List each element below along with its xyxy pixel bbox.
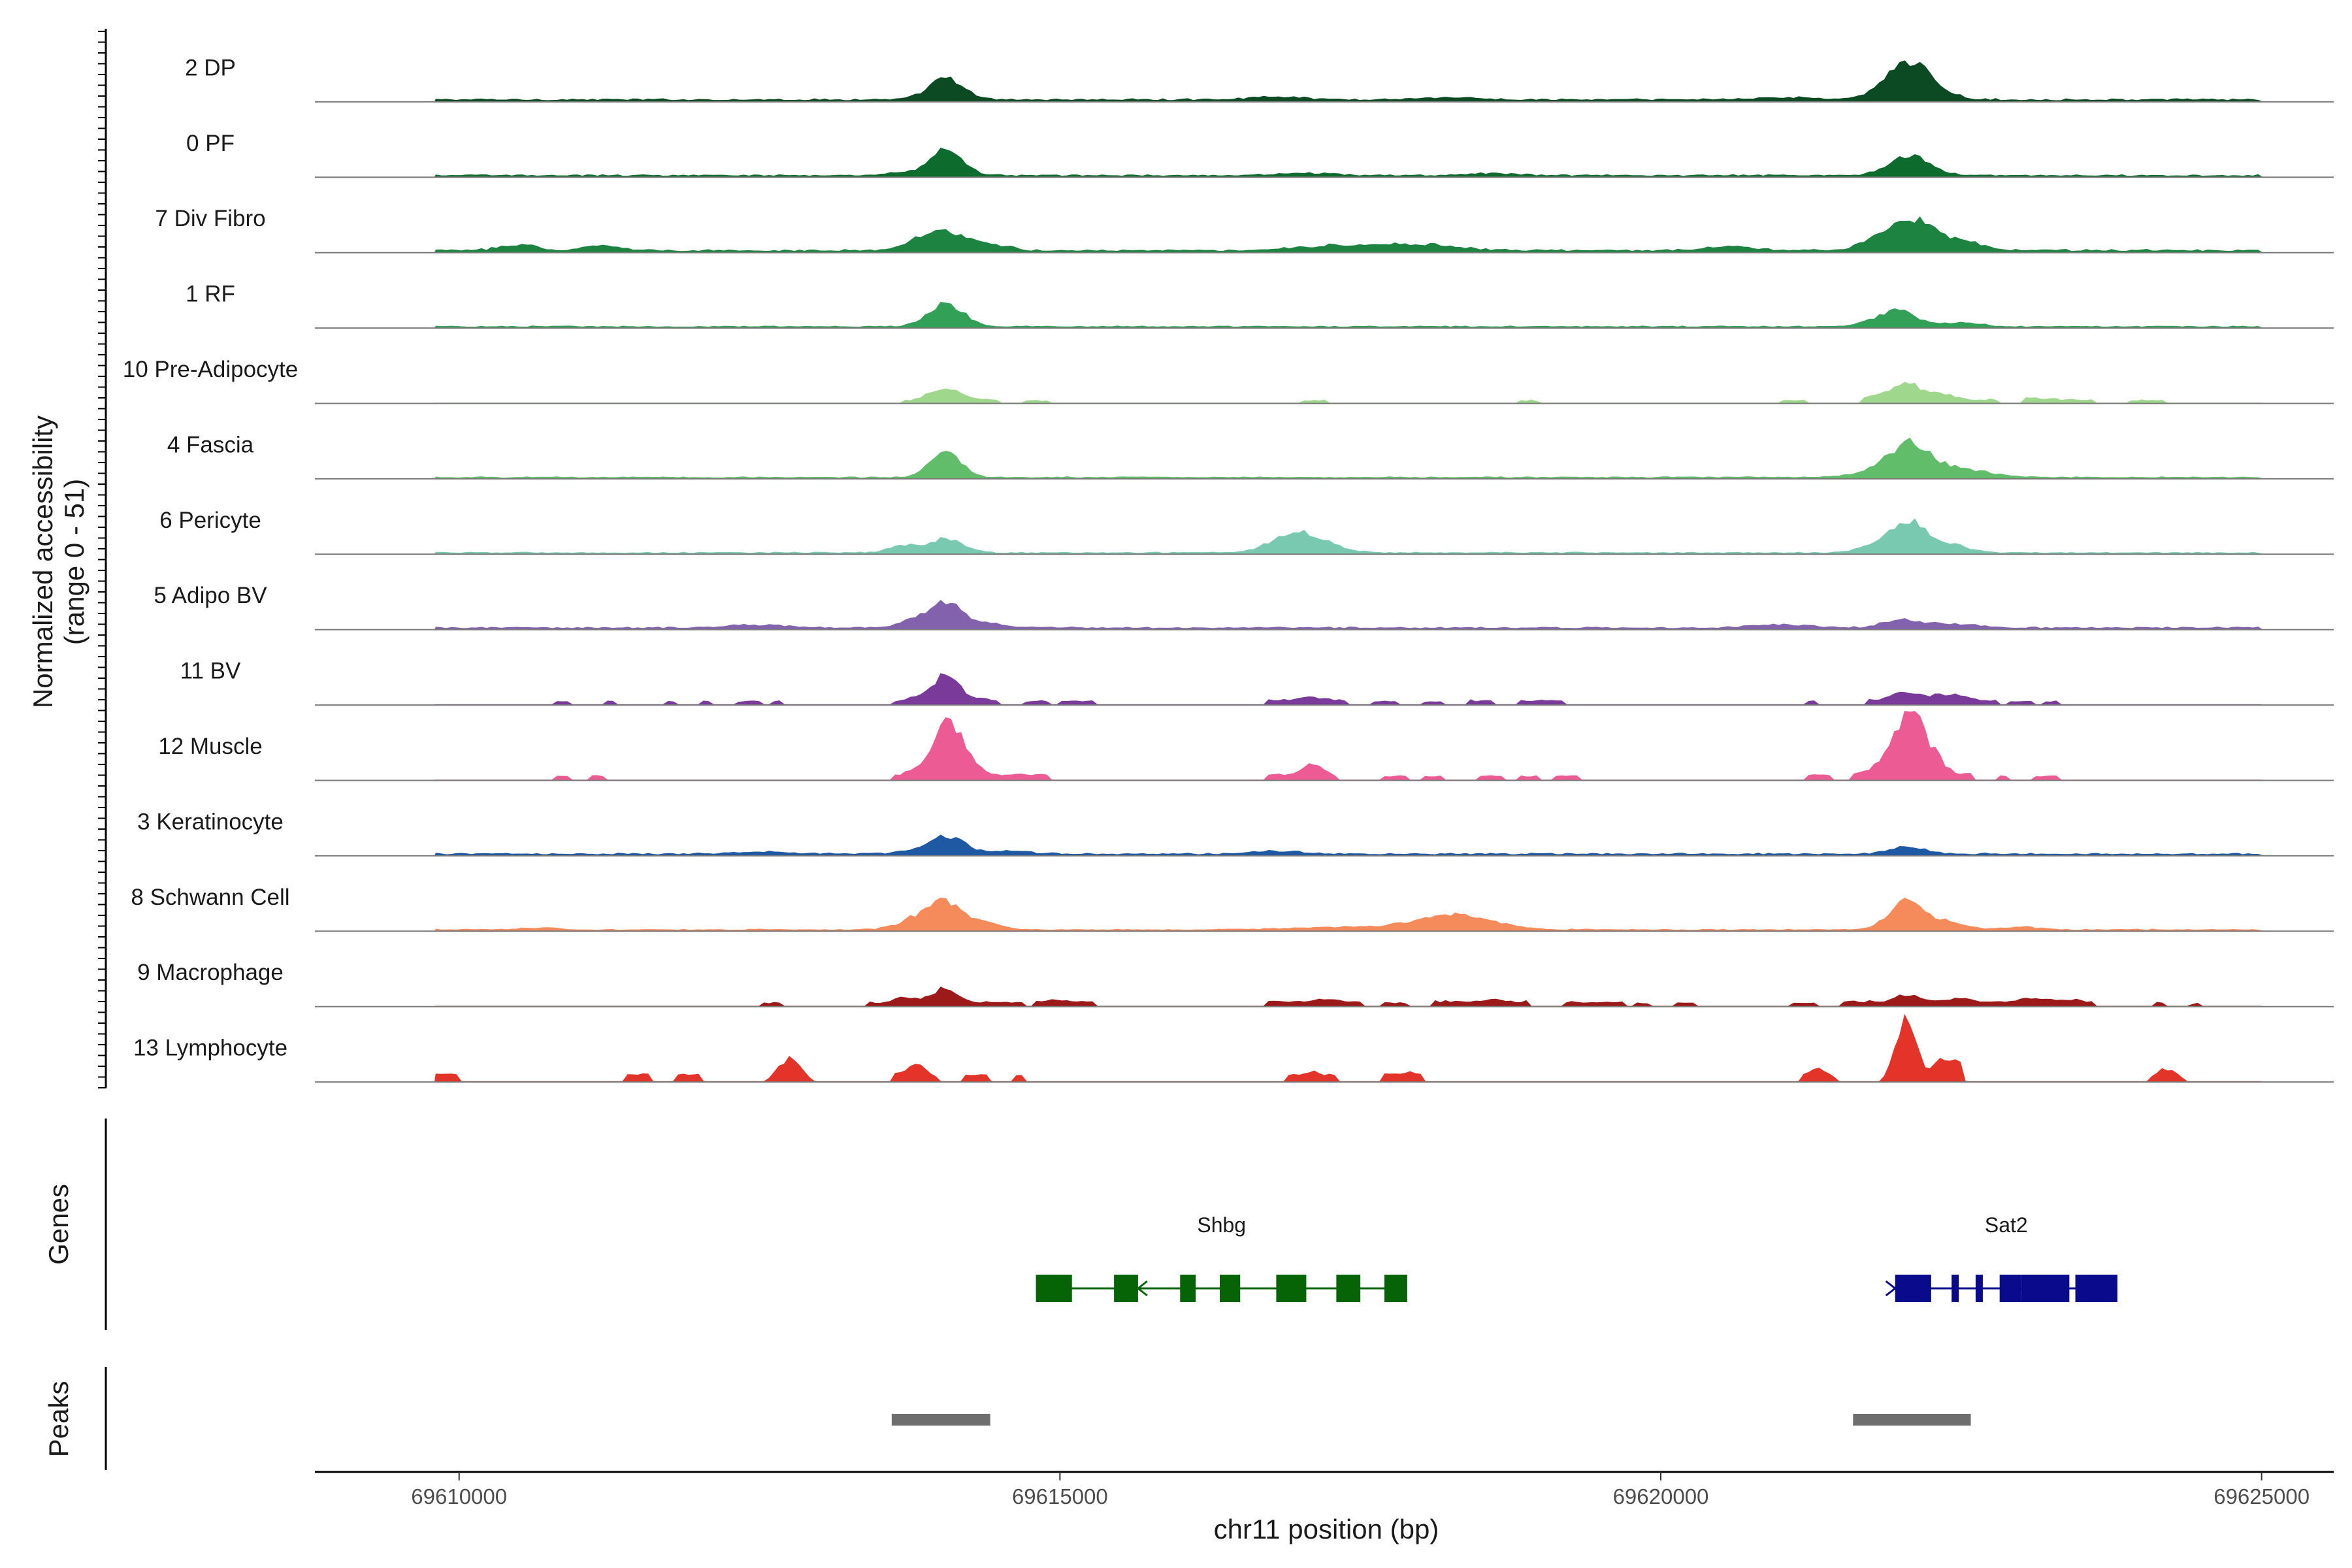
- gene-exon: [1036, 1275, 1072, 1302]
- gene-exon: [1336, 1275, 1361, 1302]
- y-axis-label: Normalized accessibility: [27, 416, 58, 708]
- gene-exon: [1392, 1275, 1407, 1302]
- gene-name-label: Shbg: [1197, 1213, 1246, 1237]
- track-area: [434, 216, 2264, 253]
- peak-region-bar: [891, 1414, 990, 1426]
- gene-exon: [1975, 1275, 1983, 1302]
- x-tick-label: 69615000: [1012, 1484, 1108, 1509]
- track-area: [434, 600, 2264, 630]
- track-label: 2 DP: [185, 55, 236, 80]
- track-label: 11 BV: [180, 659, 241, 684]
- track-0-pf: 0 PF: [186, 131, 2334, 178]
- track-label: 13 Lymphocyte: [133, 1036, 287, 1061]
- gene-strand-arrow: [1136, 1280, 1148, 1297]
- track-area: [434, 148, 2264, 178]
- x-tick-label: 69620000: [1613, 1484, 1709, 1509]
- track-10-pre-adipocyte: 10 Pre-Adipocyte: [123, 357, 2334, 404]
- gene-exon: [1180, 1275, 1196, 1302]
- gene-exon: [1999, 1275, 2021, 1302]
- gene-exon: [1895, 1275, 1931, 1302]
- x-tick-label: 69610000: [411, 1484, 507, 1509]
- track-3-keratinocyte: 3 Keratinocyte: [137, 809, 2334, 857]
- gene-exon: [2075, 1275, 2117, 1302]
- track-label: 7 Div Fibro: [155, 206, 265, 231]
- track-label: 1 RF: [186, 282, 235, 307]
- genes-panel-title: Genes: [43, 1184, 74, 1265]
- track-area: [434, 301, 2262, 329]
- track-area: [434, 987, 2262, 1007]
- track-label: 9 Macrophage: [137, 960, 284, 985]
- track-area: [434, 382, 2262, 404]
- track-area: [434, 518, 2262, 555]
- peaks-panel-title: Peaks: [43, 1381, 74, 1458]
- track-label: 0 PF: [186, 131, 235, 156]
- track-area: [434, 1013, 2262, 1083]
- gene-exon: [1219, 1275, 1241, 1302]
- track-9-macrophage: 9 Macrophage: [137, 960, 2334, 1007]
- track-label: 10 Pre-Adipocyte: [123, 357, 298, 382]
- track-label: 12 Muscle: [158, 734, 263, 759]
- gene-name-label: Sat2: [1985, 1213, 2028, 1237]
- y-axis-label-range: (range 0 - 51): [59, 479, 90, 645]
- track-2-dp: 2 DP: [185, 55, 2334, 103]
- gene-strand-arrow: [1885, 1280, 1897, 1297]
- track-5-adipo-bv: 5 Adipo BV: [154, 583, 2334, 630]
- track-area: [434, 711, 2262, 781]
- gene-exon: [2021, 1275, 2070, 1302]
- track-11-bv: 11 BV: [180, 659, 2334, 706]
- track-area: [434, 437, 2262, 480]
- track-area: [434, 898, 2262, 932]
- gene-exon: [1276, 1275, 1307, 1302]
- x-axis-label: chr11 position (bp): [1214, 1514, 1439, 1544]
- track-label: 6 Pericyte: [159, 508, 261, 533]
- gene-exon: [1952, 1275, 1959, 1302]
- track-area: [434, 60, 2262, 103]
- peak-region-bar: [1853, 1414, 1971, 1426]
- track-label: 8 Schwann Cell: [131, 885, 289, 910]
- track-label: 5 Adipo BV: [154, 583, 267, 608]
- track-area: [434, 834, 2262, 857]
- track-8-schwann-cell: 8 Schwann Cell: [131, 885, 2334, 932]
- track-4-fascia: 4 Fascia: [167, 432, 2334, 480]
- track-area: [434, 673, 2262, 706]
- track-1-rf: 1 RF: [186, 282, 2334, 329]
- track-7-div-fibro: 7 Div Fibro: [155, 206, 2334, 253]
- track-label: 4 Fascia: [167, 432, 254, 457]
- gene-shbg: Shbg: [1036, 1213, 1407, 1302]
- track-6-pericyte: 6 Pericyte: [159, 508, 2334, 555]
- track-label: 3 Keratinocyte: [137, 809, 284, 834]
- gene-sat2: Sat2: [1885, 1213, 2117, 1302]
- x-tick-label: 69625000: [2213, 1484, 2310, 1509]
- track-13-lymphocyte: 13 Lymphocyte: [133, 1013, 2334, 1083]
- gene-exon: [1114, 1275, 1138, 1302]
- track-12-muscle: 12 Muscle: [158, 711, 2334, 781]
